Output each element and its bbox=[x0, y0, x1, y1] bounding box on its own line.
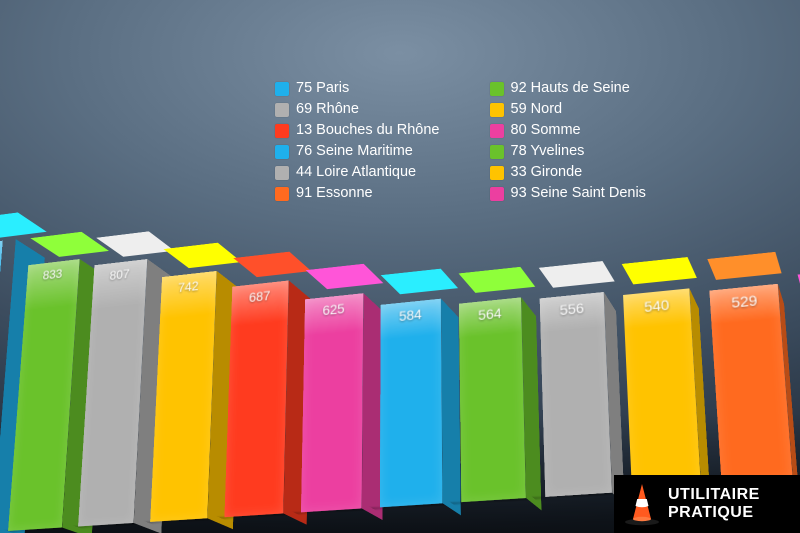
legend-item: 76 Seine Maritime bbox=[275, 141, 440, 162]
logo-line-1: UTILITAIRE bbox=[668, 486, 760, 504]
legend: 75 Paris69 Rhône13 Bouches du Rhône76 Se… bbox=[275, 78, 646, 204]
bar-face-front bbox=[540, 291, 613, 496]
brand-logo: UTILITAIRE PRATIQUE bbox=[614, 475, 800, 533]
bar-face-front bbox=[623, 288, 701, 491]
legend-label: 59 Nord bbox=[511, 99, 563, 120]
logo-text: UTILITAIRE PRATIQUE bbox=[668, 486, 760, 521]
bar-face-side bbox=[441, 298, 461, 515]
legend-swatch bbox=[275, 124, 289, 138]
bar: 540 bbox=[629, 298, 706, 497]
legend-item: 93 Seine Saint Denis bbox=[490, 183, 646, 204]
bar-face-top bbox=[306, 263, 384, 288]
legend-item: 80 Somme bbox=[490, 120, 646, 141]
bar: 742 bbox=[164, 280, 229, 527]
legend-swatch bbox=[490, 82, 504, 96]
legend-label: 33 Gironde bbox=[511, 162, 583, 183]
legend-item: 59 Nord bbox=[490, 99, 646, 120]
legend-item: 44 Loire Atlantique bbox=[275, 162, 440, 183]
legend-label: 91 Essonne bbox=[296, 183, 373, 204]
bar-face-front bbox=[150, 270, 217, 521]
bar-face-top bbox=[622, 256, 697, 283]
legend-item: 69 Rhône bbox=[275, 99, 440, 120]
legend-label: 78 Yvelines bbox=[511, 141, 585, 162]
legend-swatch bbox=[275, 187, 289, 201]
bar: 687 bbox=[237, 289, 300, 522]
legend-swatch bbox=[490, 187, 504, 201]
legend-swatch bbox=[275, 82, 289, 96]
bar-face-top bbox=[163, 242, 241, 267]
legend-item: 92 Hauts de Seine bbox=[490, 78, 646, 99]
legend-label: 76 Seine Maritime bbox=[296, 141, 413, 162]
legend-swatch bbox=[490, 124, 504, 138]
bar-face-top bbox=[539, 260, 615, 287]
legend-swatch bbox=[490, 103, 504, 117]
bar: 529 bbox=[714, 294, 796, 492]
legend-swatch bbox=[490, 166, 504, 180]
bar: 564 bbox=[468, 306, 534, 508]
bar-face-top bbox=[707, 251, 781, 279]
legend-item: 78 Yvelines bbox=[490, 141, 646, 162]
legend-swatch bbox=[275, 145, 289, 159]
bar-face-top bbox=[381, 268, 458, 294]
bar-face-top bbox=[233, 251, 311, 277]
legend-label: 13 Bouches du Rhône bbox=[296, 120, 440, 141]
legend-item: 75 Paris bbox=[275, 78, 440, 99]
legend-item: 33 Gironde bbox=[490, 162, 646, 183]
traffic-cone-icon bbox=[624, 482, 660, 526]
bar-face-front bbox=[380, 298, 443, 507]
legend-column-1: 75 Paris69 Rhône13 Bouches du Rhône76 Se… bbox=[275, 78, 440, 204]
legend-label: 92 Hauts de Seine bbox=[511, 78, 630, 99]
bar: 625 bbox=[312, 302, 373, 518]
legend-swatch bbox=[275, 166, 289, 180]
bar: 584 bbox=[390, 308, 452, 513]
bar: 807 bbox=[93, 268, 161, 531]
bar: 556 bbox=[547, 301, 619, 503]
legend-item: 91 Essonne bbox=[275, 183, 440, 204]
legend-swatch bbox=[490, 145, 504, 159]
legend-item: 13 Bouches du Rhône bbox=[275, 120, 440, 141]
bar-face-top bbox=[0, 212, 47, 237]
legend-label: 80 Somme bbox=[511, 120, 581, 141]
legend-label: 75 Paris bbox=[296, 78, 349, 99]
bar-face-top bbox=[458, 266, 535, 292]
bar-face-top bbox=[30, 231, 109, 256]
bar-face-front bbox=[224, 280, 288, 517]
legend-label: 93 Seine Saint Denis bbox=[511, 183, 646, 204]
legend-swatch bbox=[275, 103, 289, 117]
bar-face-front bbox=[459, 297, 526, 502]
logo-line-2: PRATIQUE bbox=[668, 504, 760, 522]
bar-face-front bbox=[301, 293, 364, 512]
legend-column-2: 92 Hauts de Seine59 Nord80 Somme78 Yveli… bbox=[490, 78, 646, 204]
bar-face-top bbox=[96, 231, 174, 256]
legend-label: 44 Loire Atlantique bbox=[296, 162, 416, 183]
legend-label: 69 Rhône bbox=[296, 99, 359, 120]
